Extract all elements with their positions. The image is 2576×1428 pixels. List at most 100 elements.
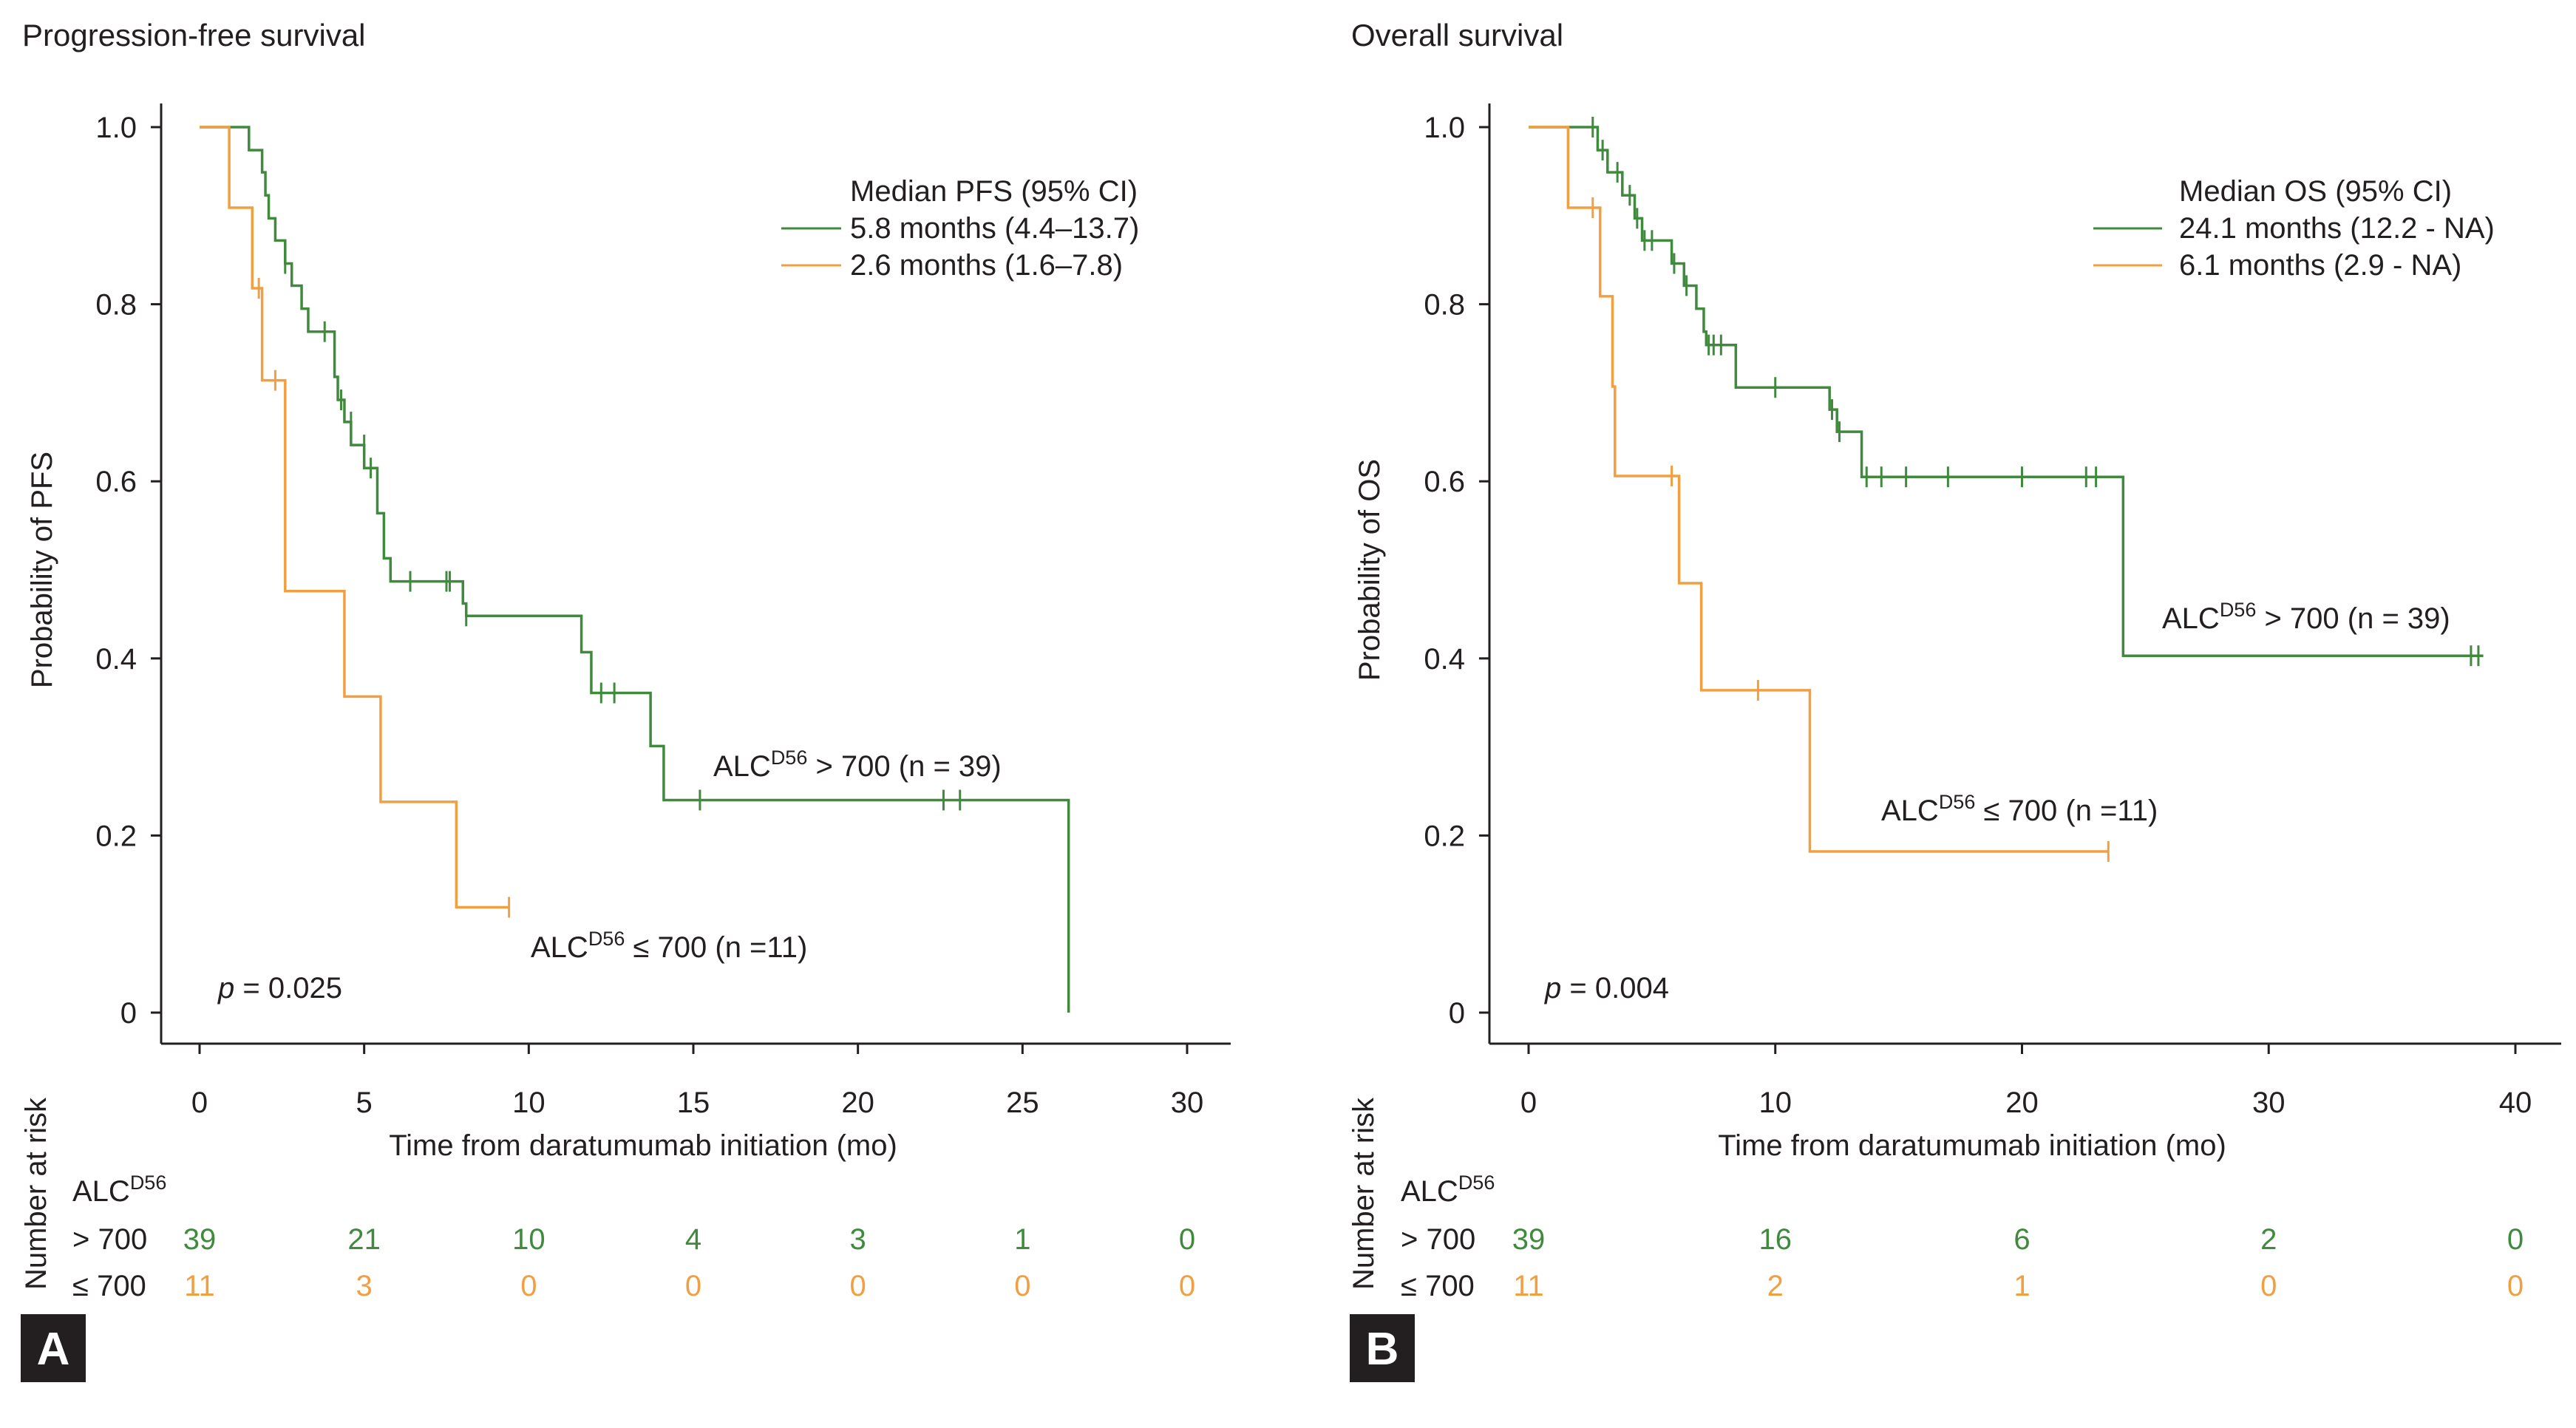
x-tick-label: 0 <box>191 1087 208 1119</box>
group-label-sup: D56 <box>130 1172 167 1194</box>
annotation-main: ALC <box>2162 602 2220 635</box>
x-tick-label: 25 <box>1006 1087 1039 1119</box>
y-tick-label: 0.2 <box>1424 820 1465 852</box>
risk-count: 3 <box>850 1223 866 1256</box>
risk-count: 0 <box>2507 1223 2524 1256</box>
risk-count: 39 <box>1512 1223 1546 1256</box>
series-annotation: ALCD56 > 700 (n = 39) <box>2162 599 2450 635</box>
risk-count: 11 <box>1513 1270 1544 1302</box>
y-tick-label: 1.0 <box>95 112 137 144</box>
y-tick-label: 0.4 <box>1424 643 1465 676</box>
legend-entry: 2.6 months (1.6–7.8) <box>850 249 1123 282</box>
risk-count: 0 <box>2260 1270 2277 1302</box>
annotation-main: ALC <box>531 931 588 964</box>
risk-count: 21 <box>347 1223 381 1256</box>
risk-count: 0 <box>2507 1270 2524 1302</box>
risk-count: 16 <box>1759 1223 1792 1256</box>
x-tick-label: 15 <box>677 1087 710 1119</box>
annotation-sup: D56 <box>588 928 625 950</box>
x-tick-label: 20 <box>841 1087 874 1119</box>
p-value: p = 0.004 <box>1544 972 1669 1004</box>
legend-title: Median PFS (95% CI) <box>850 175 1138 208</box>
risk-count: 3 <box>356 1270 373 1302</box>
survival-curve <box>200 126 509 909</box>
survival-curve <box>1529 126 2484 657</box>
x-tick-label: 0 <box>1520 1087 1537 1119</box>
risk-table-side-label: Number at risk <box>1348 1097 1380 1290</box>
p-value-symbol: p <box>1544 972 1561 1004</box>
risk-count: 2 <box>2260 1223 2277 1256</box>
annotation-sup: D56 <box>1939 791 1976 813</box>
y-tick-label: 0 <box>1449 997 1465 1030</box>
risk-count: 11 <box>184 1270 215 1302</box>
y-tick-label: 0.6 <box>1424 466 1465 498</box>
x-tick-label: 20 <box>2005 1087 2039 1119</box>
p-value-text: = 0.025 <box>234 972 342 1004</box>
annotation-rest: ≤ 700 (n =11) <box>1975 795 2158 827</box>
legend: Median PFS (95% CI) 5.8 months (4.4–13.7)… <box>781 175 1139 282</box>
annotation-rest: ≤ 700 (n =11) <box>625 931 807 964</box>
risk-count: 0 <box>1014 1270 1030 1302</box>
risk-count: 0 <box>685 1270 701 1302</box>
series-alc-high <box>200 126 1070 1013</box>
annotation-main: ALC <box>1881 795 1939 827</box>
series-annotation: ALCD56 ≤ 700 (n =11) <box>531 928 807 964</box>
risk-count: 2 <box>1767 1270 1784 1302</box>
series-alc-low <box>1529 126 2110 862</box>
legend-entry: 24.1 months (12.2 - NA) <box>2179 212 2495 245</box>
survival-curve <box>200 126 1070 1013</box>
y-tick-label: 0.2 <box>95 820 137 852</box>
x-tick-label: 30 <box>2252 1087 2286 1119</box>
panel-label-badge: A <box>21 1314 86 1382</box>
risk-table-side-label: Number at risk <box>20 1097 52 1290</box>
series-annotation: ALCD56 > 700 (n = 39) <box>713 747 1002 783</box>
p-value-text: = 0.004 <box>1561 972 1669 1004</box>
series-annotation: ALCD56 ≤ 700 (n =11) <box>1881 791 2158 827</box>
y-tick-label: 0.4 <box>95 643 137 676</box>
annotation-rest: > 700 (n = 39) <box>2256 602 2450 635</box>
risk-count: 6 <box>2013 1223 2030 1256</box>
x-axis-label: Time from daratumumab initiation (mo) <box>1718 1129 2226 1162</box>
panel-a: Progression-free survival 0 0.2 0.4 0.6 0.8 1.… <box>20 18 1231 1382</box>
risk-count: 0 <box>850 1270 866 1302</box>
legend-title: Median OS (95% CI) <box>2179 175 2452 208</box>
legend-entry: 6.1 months (2.9 - NA) <box>2179 249 2461 282</box>
x-tick-label: 10 <box>1759 1087 1792 1119</box>
group-label-main: ALC <box>72 1175 130 1208</box>
x-axis-label: Time from daratumumab initiation (mo) <box>389 1129 897 1162</box>
x-tick-label: 5 <box>356 1087 373 1119</box>
risk-count: 1 <box>2013 1270 2030 1302</box>
annotation-sup: D56 <box>2220 599 2257 621</box>
panel-title: Overall survival <box>1351 18 1563 52</box>
risk-count: 0 <box>1179 1223 1195 1256</box>
x-tick-label: 10 <box>512 1087 546 1119</box>
y-tick-label: 0 <box>120 997 137 1030</box>
panel-title: Progression-free survival <box>22 18 366 52</box>
badge-letter: B <box>1366 1324 1399 1375</box>
annotation-main: ALC <box>713 750 771 783</box>
series-alc-high <box>1529 117 2484 667</box>
panel-label-badge: B <box>1350 1314 1415 1382</box>
risk-count: 0 <box>1179 1270 1195 1302</box>
risk-table-group-label: ALCD56 <box>72 1172 166 1208</box>
risk-row-label: ≤ 700 <box>1401 1270 1475 1302</box>
p-value-symbol: p <box>217 972 234 1004</box>
annotation-sup: D56 <box>771 747 808 769</box>
risk-row-label: ≤ 700 <box>72 1270 146 1302</box>
survival-curve <box>1529 126 2109 853</box>
x-tick-label: 30 <box>1171 1087 1204 1119</box>
p-value: p = 0.025 <box>217 972 342 1004</box>
risk-count: 1 <box>1014 1223 1030 1256</box>
risk-table-group-label: ALCD56 <box>1401 1172 1495 1208</box>
badge-background <box>1350 1314 1415 1382</box>
y-tick-label: 0.6 <box>95 466 137 498</box>
y-tick-label: 1.0 <box>1424 112 1465 144</box>
risk-table: Number at risk ALCD56 > 700 39 16 6 2 0 ≤ 700 11 2… <box>1348 1097 2524 1302</box>
risk-count: 10 <box>512 1223 546 1256</box>
risk-table: Number at risk ALCD56> 700 39 21 10 4 3 1 0≤ 700… <box>20 1097 1195 1302</box>
badge-background <box>21 1314 86 1382</box>
x-tick-label: 40 <box>2499 1087 2532 1119</box>
legend: Median OS (95% CI) 24.1 months (12.2 - NA… <box>2093 175 2495 282</box>
